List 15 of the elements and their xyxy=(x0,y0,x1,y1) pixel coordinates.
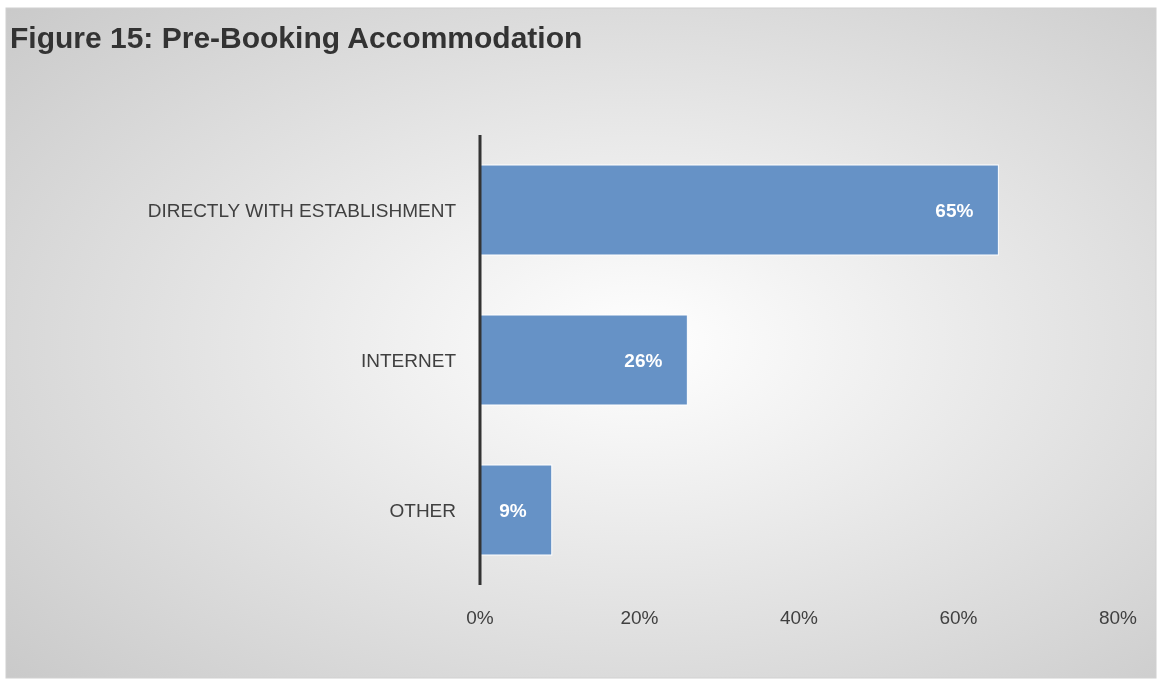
data-label: 65% xyxy=(935,199,974,221)
x-tick-label: 20% xyxy=(620,606,659,628)
bar xyxy=(479,164,999,256)
x-tick-label: 60% xyxy=(939,606,978,628)
data-label: 9% xyxy=(499,499,527,521)
y-tick-label: INTERNET xyxy=(361,349,457,371)
y-tick-label: OTHER xyxy=(389,499,456,521)
data-label: 26% xyxy=(624,349,663,371)
bar xyxy=(479,464,553,556)
bar xyxy=(479,314,688,406)
x-tick-label: 0% xyxy=(466,606,494,628)
chart-title: Figure 15: Pre-Booking Accommodation xyxy=(10,21,583,54)
x-tick-label: 40% xyxy=(779,606,819,628)
y-tick-label: DIRECTLY WITH ESTABLISHMENT xyxy=(147,199,457,221)
x-tick-label: 80% xyxy=(1098,606,1138,628)
